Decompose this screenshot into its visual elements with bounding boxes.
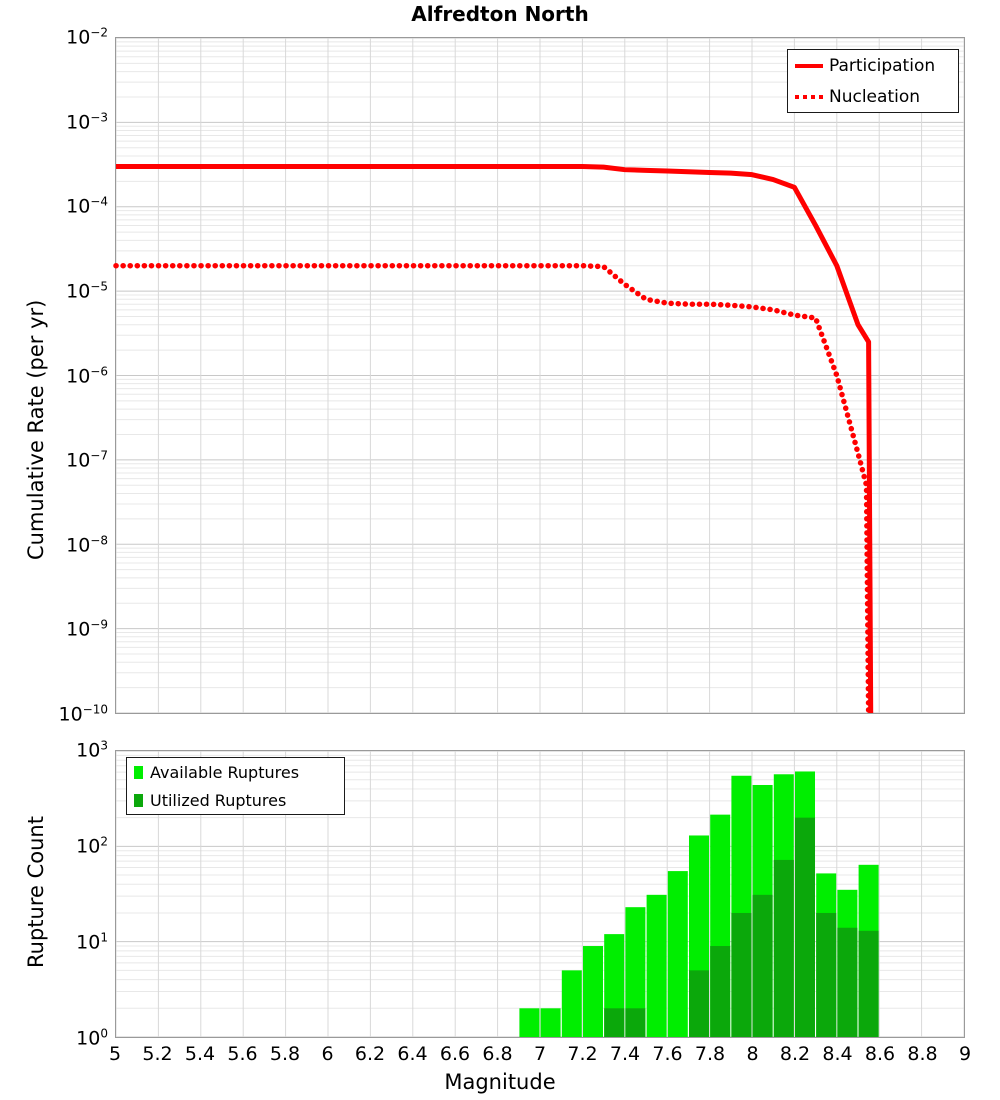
legend-label-participation: Participation	[829, 55, 936, 76]
x-tick-label: 8.4	[822, 1043, 853, 1065]
top-panel-y-axis-label: Cumulative Rate (per yr)	[24, 299, 48, 560]
x-tick-label: 6.8	[482, 1043, 513, 1065]
top-panel-series-layer	[113, 163, 874, 716]
x-tick-label: 6.4	[397, 1043, 428, 1065]
legend-item-nucleation: Nucleation	[788, 81, 958, 112]
x-tick-label: 8	[746, 1043, 759, 1065]
x-tick-label: 8.8	[907, 1043, 938, 1065]
x-tick-label: 5	[108, 1043, 122, 1065]
x-tick-label: 5.8	[269, 1043, 301, 1065]
top-panel-plot-area	[113, 37, 965, 716]
y-tick-label: 101	[76, 930, 108, 954]
y-tick-label: 10−2	[66, 25, 108, 49]
legend-label-available-ruptures: Available Ruptures	[150, 762, 300, 782]
x-tick-label: 8.2	[779, 1043, 811, 1065]
bottom-panel-legend: Available Ruptures Utilized Ruptures	[126, 757, 345, 815]
y-tick-label: 10−7	[66, 448, 108, 472]
x-tick-label: 7.6	[652, 1043, 683, 1065]
y-tick-label: 10−8	[66, 533, 108, 557]
legend-item-participation: Participation	[788, 50, 958, 81]
x-tick-label: 7.4	[609, 1043, 641, 1065]
y-tick-label: 10−4	[66, 194, 108, 218]
x-tick-label: 6	[321, 1043, 334, 1065]
bottom-panel-bars-layer	[519, 771, 879, 1037]
y-tick-label: 100	[76, 1026, 108, 1050]
page-title: Alfredton North	[411, 2, 589, 26]
x-tick-label: 7.2	[567, 1043, 598, 1065]
legend-item-available-ruptures: Available Ruptures	[127, 758, 344, 786]
x-tick-label: 8.6	[864, 1043, 896, 1065]
top-panel-legend: Participation Nucleation	[787, 49, 959, 113]
dotted-line-icon	[795, 94, 823, 99]
y-tick-label: 10−9	[66, 617, 108, 642]
x-tick-label: 7.8	[694, 1043, 726, 1065]
legend-label-utilized-ruptures: Utilized Ruptures	[150, 790, 287, 810]
bottom-panel-plot-area	[115, 750, 965, 1038]
y-tick-label: 10−10	[58, 702, 108, 726]
legend-label-nucleation: Nucleation	[829, 86, 921, 107]
x-tick-label: 6.2	[354, 1043, 386, 1065]
legend-item-utilized-ruptures: Utilized Ruptures	[127, 786, 344, 814]
green-square-icon	[134, 765, 143, 779]
x-tick-label: 5.2	[142, 1043, 173, 1065]
y-tick-label: 103	[76, 738, 108, 762]
y-tick-label: 10−6	[66, 363, 108, 388]
x-axis-label: Magnitude	[444, 1070, 556, 1094]
x-tick-label: 5.6	[227, 1043, 258, 1065]
x-tick-label: 9	[958, 1043, 972, 1065]
solid-line-icon	[795, 63, 823, 68]
dark-green-square-icon	[134, 793, 143, 807]
x-tick-label: 5.4	[184, 1043, 216, 1065]
y-tick-label: 102	[76, 834, 108, 858]
y-tick-label: 10−3	[66, 109, 108, 134]
x-tick-label: 6.6	[439, 1043, 471, 1065]
x-tick-label: 7	[533, 1043, 547, 1065]
y-tick-label: 10−5	[66, 279, 108, 303]
